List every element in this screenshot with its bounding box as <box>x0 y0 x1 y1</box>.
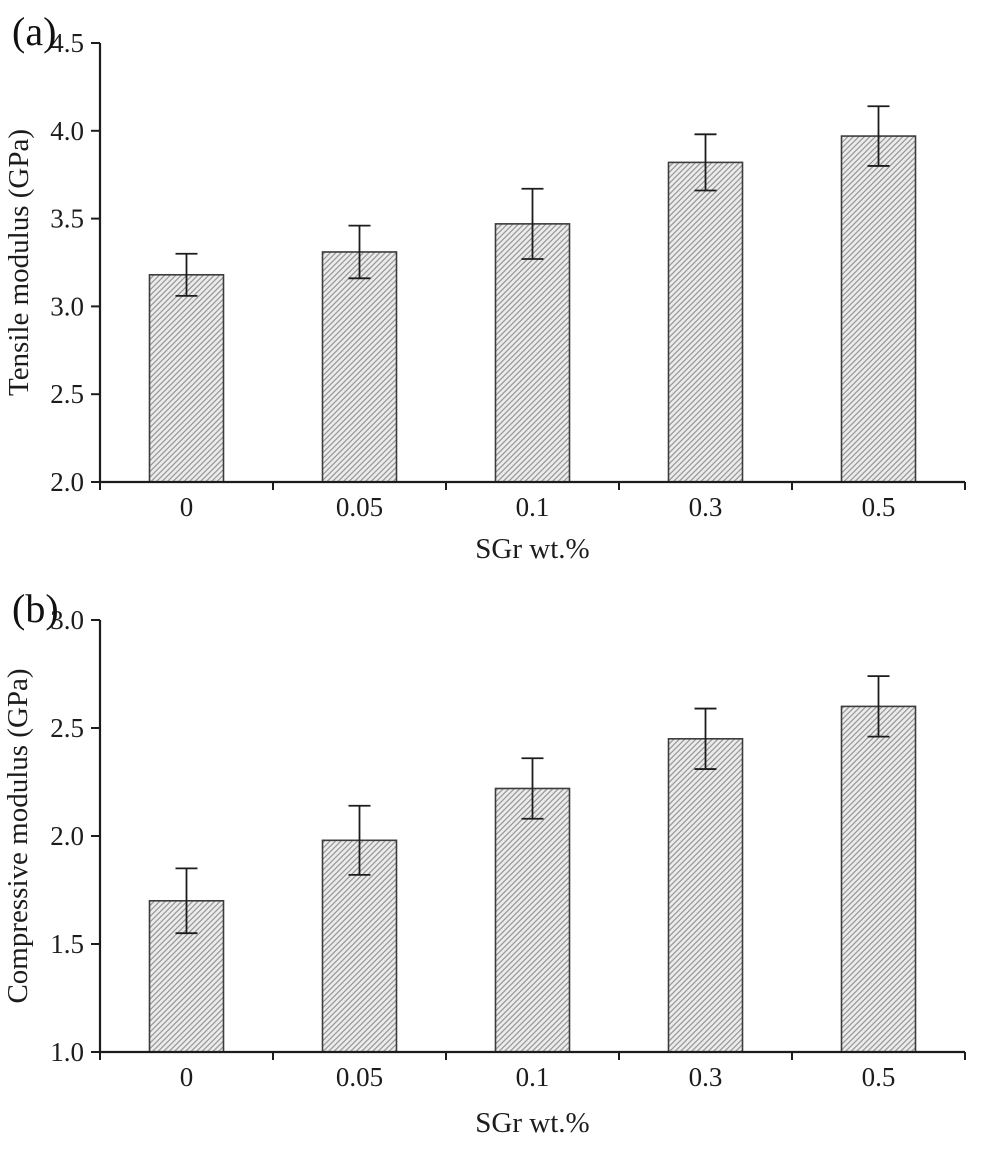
svg-text:3.5: 3.5 <box>50 204 84 234</box>
svg-text:2.5: 2.5 <box>50 713 84 743</box>
svg-text:3.0: 3.0 <box>50 291 84 321</box>
svg-text:0.1: 0.1 <box>516 1062 550 1092</box>
svg-text:0.05: 0.05 <box>336 1062 383 1092</box>
svg-text:1.0: 1.0 <box>50 1037 84 1067</box>
svg-text:0.5: 0.5 <box>862 492 896 522</box>
tensile-modulus-bar-chart: 0 0.05 0.1 0.3 0.5 2.0 2.5 3.0 3.5 4.0 4.5 SGr wt.%… <box>3 28 966 565</box>
panel-label-b: (b) <box>12 586 59 631</box>
chart-panel-b: (b) 0 0.05 0.1 0.3 0.5 1.0 1.5 2.0 2.5 3.0 SGr wt.… <box>0 577 994 1153</box>
bar-0.3 <box>667 738 744 1053</box>
svg-text:2.0: 2.0 <box>50 821 84 851</box>
bar-0.5 <box>840 135 917 483</box>
svg-text:SGr wt.%: SGr wt.% <box>475 533 589 565</box>
svg-text:Compressive modulus (GPa): Compressive modulus (GPa) <box>2 668 34 1003</box>
bar-0.05 <box>321 251 398 483</box>
svg-text:2.0: 2.0 <box>50 467 84 497</box>
bar-0 <box>148 273 225 483</box>
svg-text:3.0: 3.0 <box>50 605 84 635</box>
svg-text:1.5: 1.5 <box>50 929 84 959</box>
svg-text:0.3: 0.3 <box>689 1062 723 1092</box>
svg-text:Tensile modulus (GPa): Tensile modulus (GPa) <box>3 129 35 396</box>
svg-text:0: 0 <box>180 1062 194 1092</box>
bar-0.5 <box>840 705 917 1053</box>
svg-text:0.3: 0.3 <box>689 492 723 522</box>
panel-label-a: (a) <box>12 9 57 54</box>
svg-text:4.0: 4.0 <box>50 116 84 146</box>
svg-text:0: 0 <box>180 492 194 522</box>
svg-text:4.5: 4.5 <box>50 28 84 58</box>
bar-0.1 <box>494 223 571 483</box>
svg-text:0.5: 0.5 <box>862 1062 896 1092</box>
svg-text:0.1: 0.1 <box>516 492 550 522</box>
svg-text:SGr wt.%: SGr wt.% <box>475 1107 589 1139</box>
compressive-modulus-bar-chart: 0 0.05 0.1 0.3 0.5 1.0 1.5 2.0 2.5 3.0 SGr wt.% Com… <box>2 605 966 1139</box>
svg-text:0.05: 0.05 <box>336 492 383 522</box>
chart-panel-a: (a) 0 0.05 0.1 0.3 0.5 2.0 2.5 3.0 3.5 4.0 4.5 SGr … <box>3 9 966 565</box>
bar-0.3 <box>667 161 744 483</box>
bar-0.1 <box>494 787 571 1053</box>
svg-text:2.5: 2.5 <box>50 379 84 409</box>
